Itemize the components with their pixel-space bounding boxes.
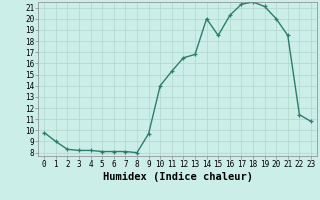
X-axis label: Humidex (Indice chaleur): Humidex (Indice chaleur) xyxy=(103,172,252,182)
